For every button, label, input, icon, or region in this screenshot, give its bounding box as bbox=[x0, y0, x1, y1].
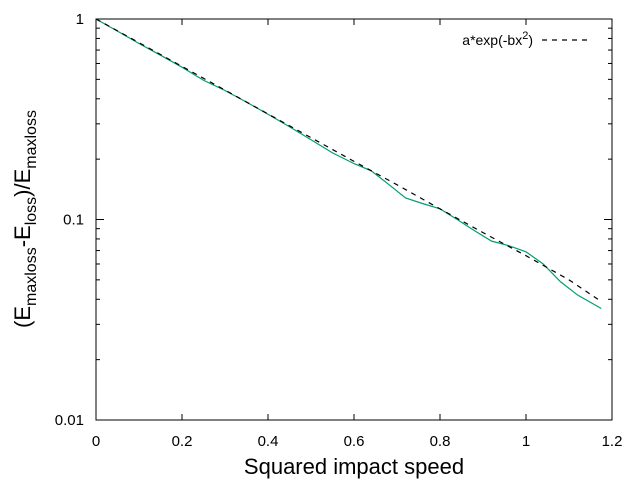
x-axis-label: Squared impact speed bbox=[244, 454, 464, 479]
x-tick-label: 0.4 bbox=[258, 433, 279, 450]
x-tick-label: 0.6 bbox=[344, 433, 365, 450]
plot-frame bbox=[95, 18, 613, 421]
y-tick-label: 0.01 bbox=[55, 412, 84, 429]
axis-ticks: 0 0.2 0.4 0.6 0.8 1 1.2 0.01 0.1 1 bbox=[55, 11, 623, 450]
y-tick-label: 0.1 bbox=[63, 212, 84, 229]
fit-line-series bbox=[95, 18, 602, 302]
legend-entry-label: a*exp(-bx2) bbox=[462, 30, 533, 48]
x-tick-label: 1.2 bbox=[602, 433, 623, 450]
legend: a*exp(-bx2) bbox=[462, 30, 590, 48]
x-tick-label: 0 bbox=[92, 433, 100, 450]
x-tick-label: 0.8 bbox=[430, 433, 451, 450]
x-tick-label: 1 bbox=[522, 433, 530, 450]
x-tick-label: 0.2 bbox=[172, 433, 193, 450]
data-line-series bbox=[95, 18, 602, 309]
y-axis-label: (Emaxloss-Eloss)/Emaxloss bbox=[10, 110, 40, 328]
series-layer bbox=[95, 18, 602, 309]
y-tick-label: 1 bbox=[76, 11, 84, 28]
